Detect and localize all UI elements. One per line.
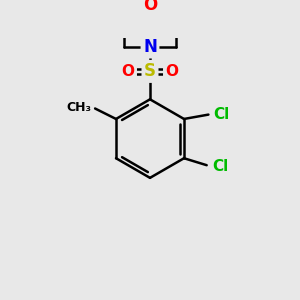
Text: O: O (143, 0, 157, 14)
Text: N: N (143, 38, 157, 56)
Text: O: O (165, 64, 178, 79)
Text: CH₃: CH₃ (67, 101, 92, 114)
Text: S: S (144, 62, 156, 80)
Text: O: O (122, 64, 135, 79)
Text: Cl: Cl (212, 159, 228, 174)
Text: Cl: Cl (214, 107, 230, 122)
